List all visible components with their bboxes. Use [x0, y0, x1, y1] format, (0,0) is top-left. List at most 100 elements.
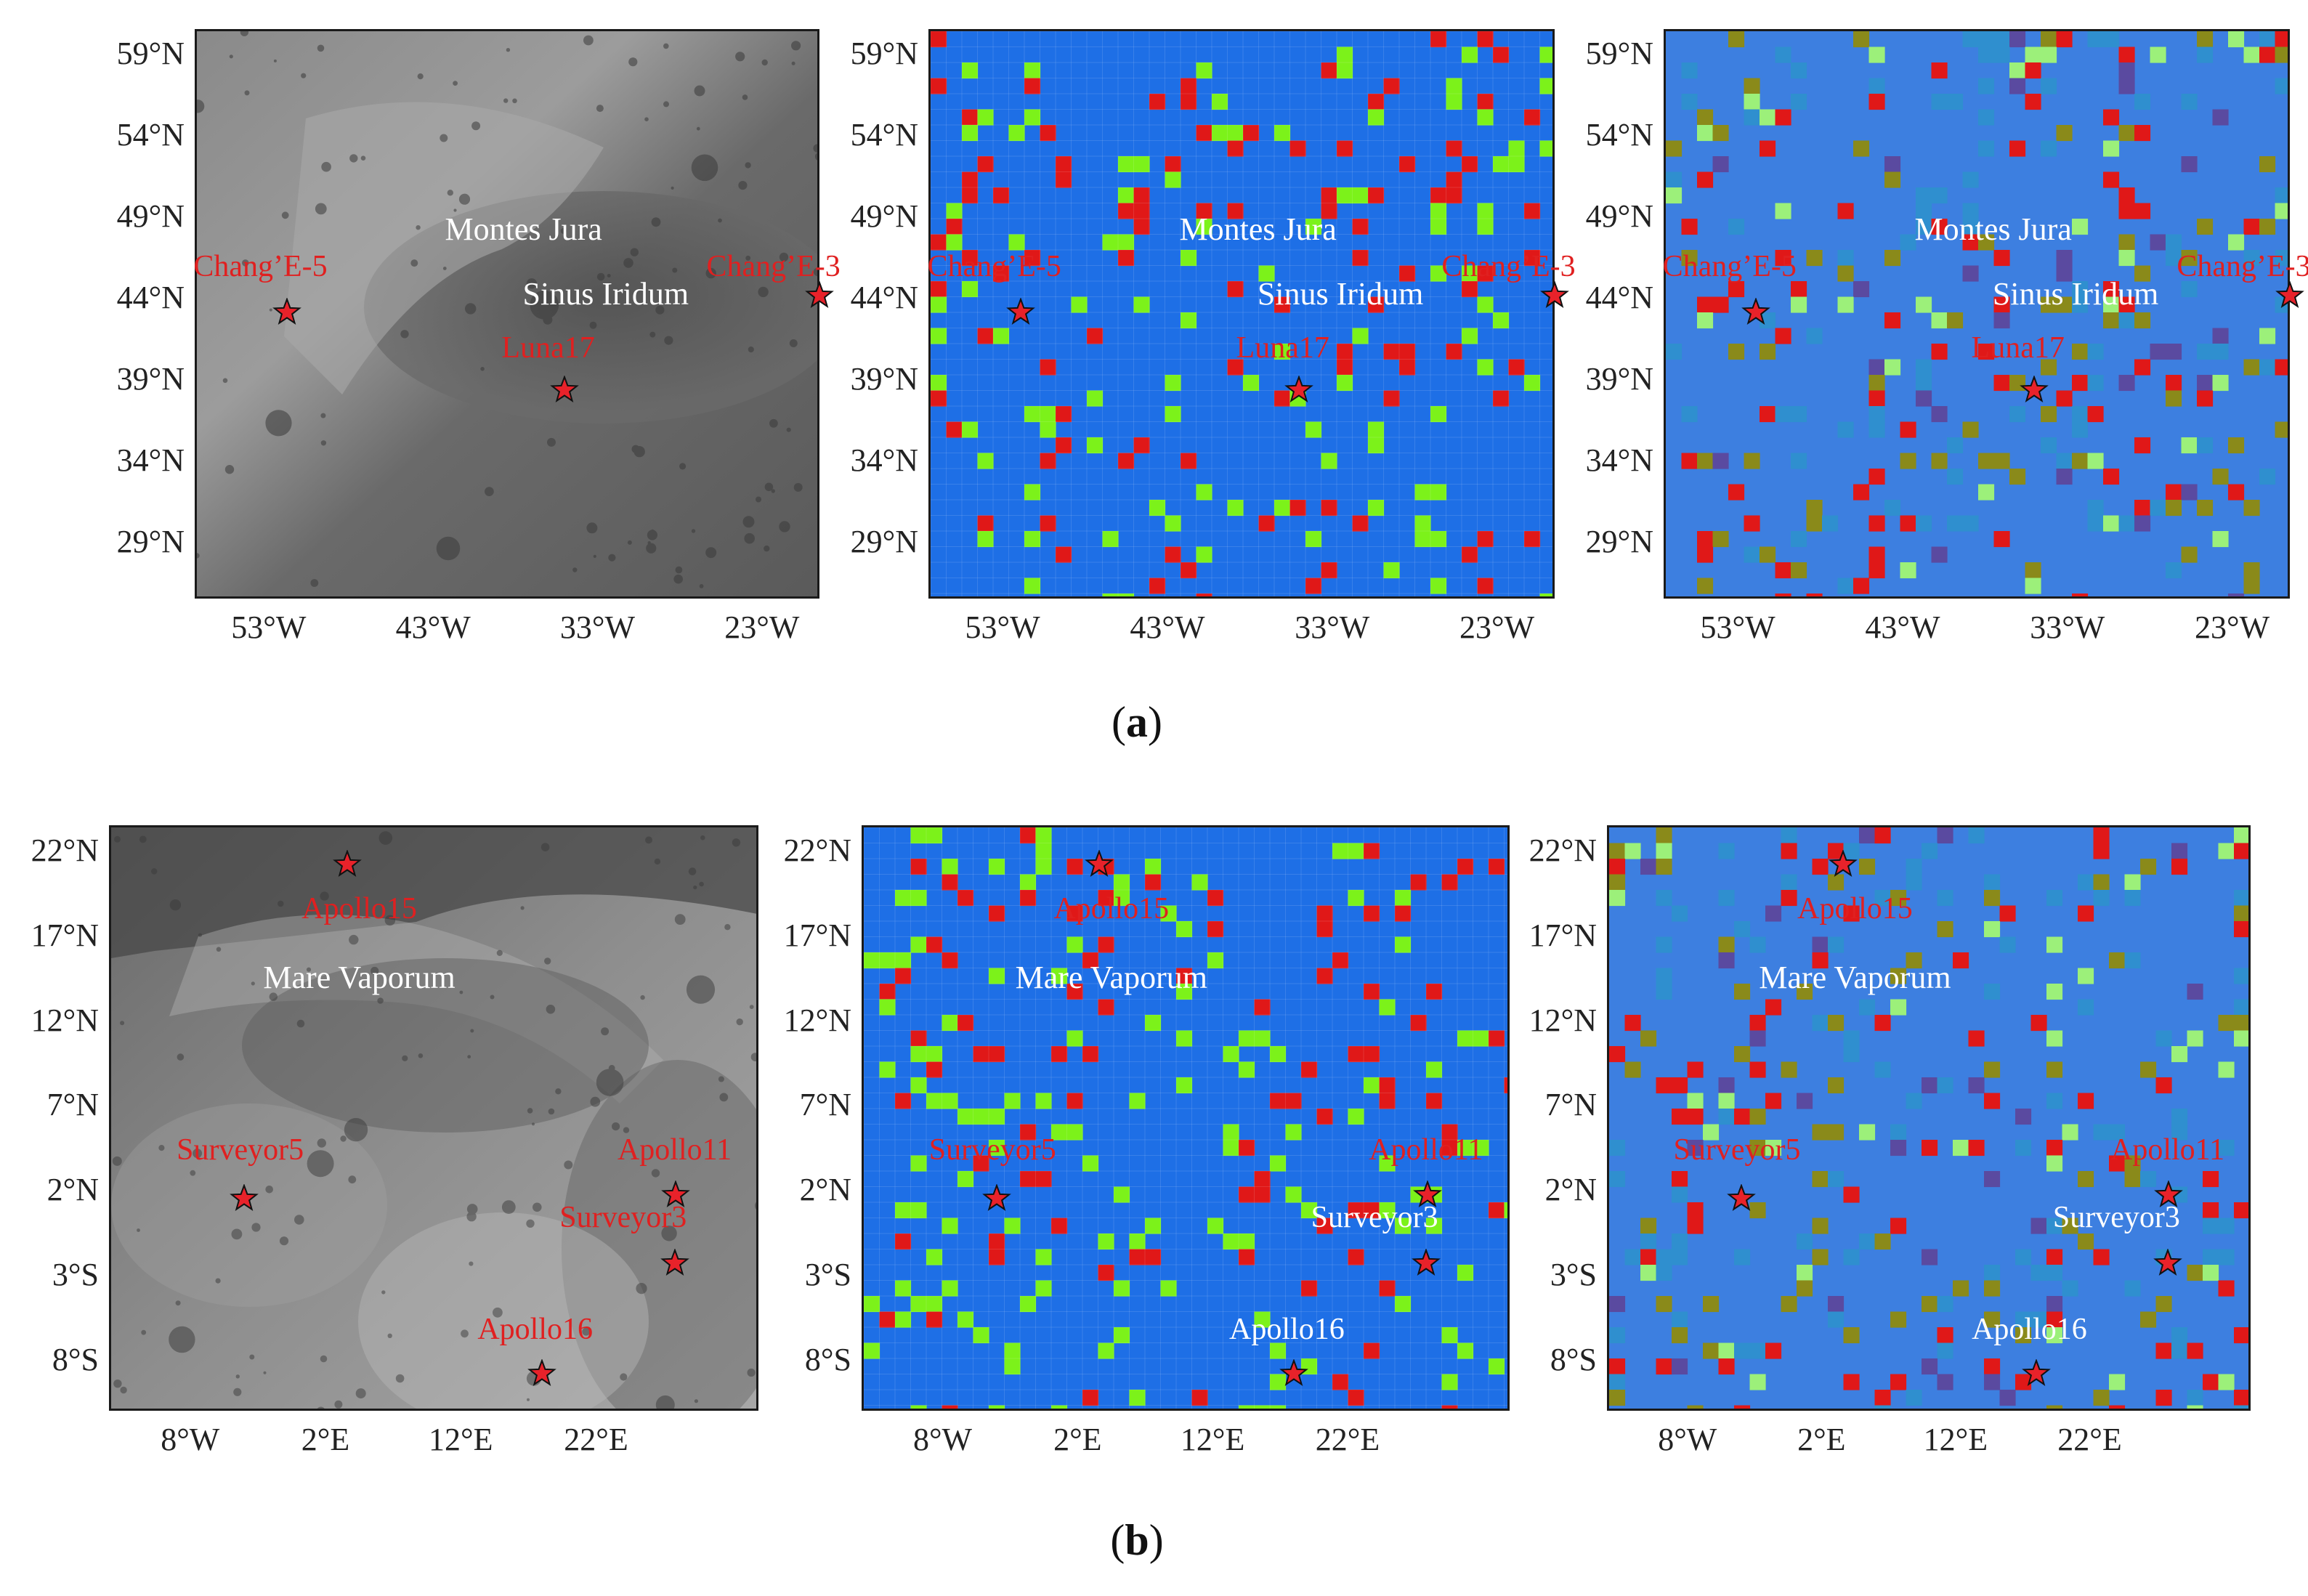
grid-cell: [2259, 219, 2276, 235]
grid-cell: [1656, 843, 1672, 859]
grid-cell: [2118, 62, 2135, 79]
grid-cell: [2093, 890, 2110, 907]
crater: [263, 1371, 267, 1374]
grid-cell: [2234, 827, 2248, 844]
grid-cell: [2078, 1093, 2094, 1109]
grid-cell: [2134, 94, 2151, 110]
grid-cell: [1165, 515, 1181, 532]
grid-cell: [1681, 453, 1698, 469]
grid-cell: [1931, 453, 1948, 469]
grid-cell: [1321, 500, 1337, 517]
site-label: Luna17: [1236, 331, 1329, 365]
lat-tick-label: 34°N: [850, 442, 918, 478]
crater: [756, 496, 761, 503]
grid-cell: [1035, 1280, 1052, 1297]
grid-cell: [2187, 1030, 2203, 1047]
grid-cell: [2250, 1202, 2251, 1218]
grid-cell: [1430, 265, 1447, 282]
grid-cell: [2078, 999, 2094, 1016]
grid-cell: [1051, 1405, 1068, 1409]
crater: [112, 1156, 122, 1166]
grid-cell: [1978, 344, 1995, 360]
crater: [273, 59, 277, 62]
crater: [663, 101, 669, 108]
grid-cell: [1379, 1093, 1396, 1109]
grid-cell: [2134, 265, 2151, 282]
grid-cell: [2228, 234, 2245, 251]
grid-cell: [1524, 375, 1541, 392]
grid-cell: [2243, 219, 2260, 235]
grid-cell: [1426, 1218, 1443, 1234]
grid-cell: [1734, 1249, 1751, 1265]
grid-cell: [1430, 203, 1447, 219]
grid-cell: [1922, 1077, 1938, 1094]
crater: [620, 1373, 628, 1381]
grid-cell: [993, 265, 1010, 282]
grid-cell: [1718, 1109, 1735, 1125]
grid-cell: [1837, 296, 1854, 313]
grid-cell: [989, 1046, 1005, 1063]
grid-cell: [1874, 1015, 1891, 1032]
grid-cell: [2134, 125, 2151, 142]
grid-cell: [1937, 890, 1953, 907]
grid-cell: [1843, 1249, 1860, 1265]
grid-cell: [2118, 187, 2135, 204]
crater: [141, 1329, 147, 1335]
crater: [564, 1160, 573, 1170]
region-label: Sinus Iridum: [1992, 276, 2159, 312]
lon-tick-label: 43°W: [1130, 609, 1205, 645]
crater: [360, 155, 366, 161]
grid-cell: [1395, 1296, 1412, 1313]
grid-cell: [864, 1342, 880, 1359]
site-star-icon: [1412, 1180, 1442, 1208]
grid-cell: [1348, 1046, 1364, 1063]
grid-cell: [2118, 312, 2135, 329]
crater: [813, 267, 817, 277]
grid-cell: [1953, 1280, 1969, 1297]
grid-cell: [1239, 1186, 1255, 1203]
grid-cell: [1305, 219, 1322, 235]
grid-cell: [1066, 859, 1083, 875]
grid-cell: [1430, 578, 1447, 594]
grid-cell: [1718, 843, 1735, 859]
grid-cell: [1640, 1249, 1657, 1265]
grid-cell: [1348, 1202, 1364, 1219]
grid-cell: [1098, 1265, 1114, 1281]
grid-cell: [1781, 874, 1797, 891]
grid-cell: [1712, 531, 1729, 548]
grid-cell: [1040, 453, 1056, 469]
grid-cell: [1364, 1342, 1380, 1359]
crater: [387, 1333, 392, 1338]
site-label: Surveyor5: [928, 1133, 1056, 1167]
lat-tick-label: 22°N: [783, 833, 851, 869]
crater: [607, 274, 611, 278]
caption-b-letter: b: [1125, 1516, 1149, 1564]
grid-cell: [1797, 1265, 1813, 1281]
grid-cell: [2056, 469, 2073, 485]
grid-cell: [1859, 859, 1876, 875]
crater: [779, 252, 789, 262]
grid-cell: [1884, 312, 1901, 329]
grid-cell: [1993, 250, 2010, 267]
crater: [320, 1355, 328, 1363]
grid-cell: [1227, 203, 1244, 219]
crater: [480, 367, 485, 371]
grid-cell: [1900, 234, 1916, 251]
grid-cell: [2109, 1405, 2126, 1409]
lat-tick-label: 59°N: [1585, 35, 1653, 71]
lat-tick-label: 34°N: [1585, 442, 1653, 478]
grid-cell: [2197, 500, 2214, 517]
grid-cell: [1024, 578, 1041, 594]
moon-texture: [197, 31, 817, 596]
grid-cell: [1035, 1171, 1052, 1188]
grid-cell: [1504, 1202, 1507, 1219]
grid-cell: [1868, 562, 1885, 579]
site-star-icon: [1006, 297, 1035, 325]
grid-cell: [1999, 936, 2016, 953]
row-b-grid-classification-panel: [862, 825, 1510, 1411]
crater: [646, 543, 657, 554]
grid-cell: [1760, 109, 1776, 126]
lat-tick-label: 8°S: [1550, 1341, 1597, 1377]
grid-cell: [910, 1046, 927, 1063]
crater: [664, 336, 673, 345]
